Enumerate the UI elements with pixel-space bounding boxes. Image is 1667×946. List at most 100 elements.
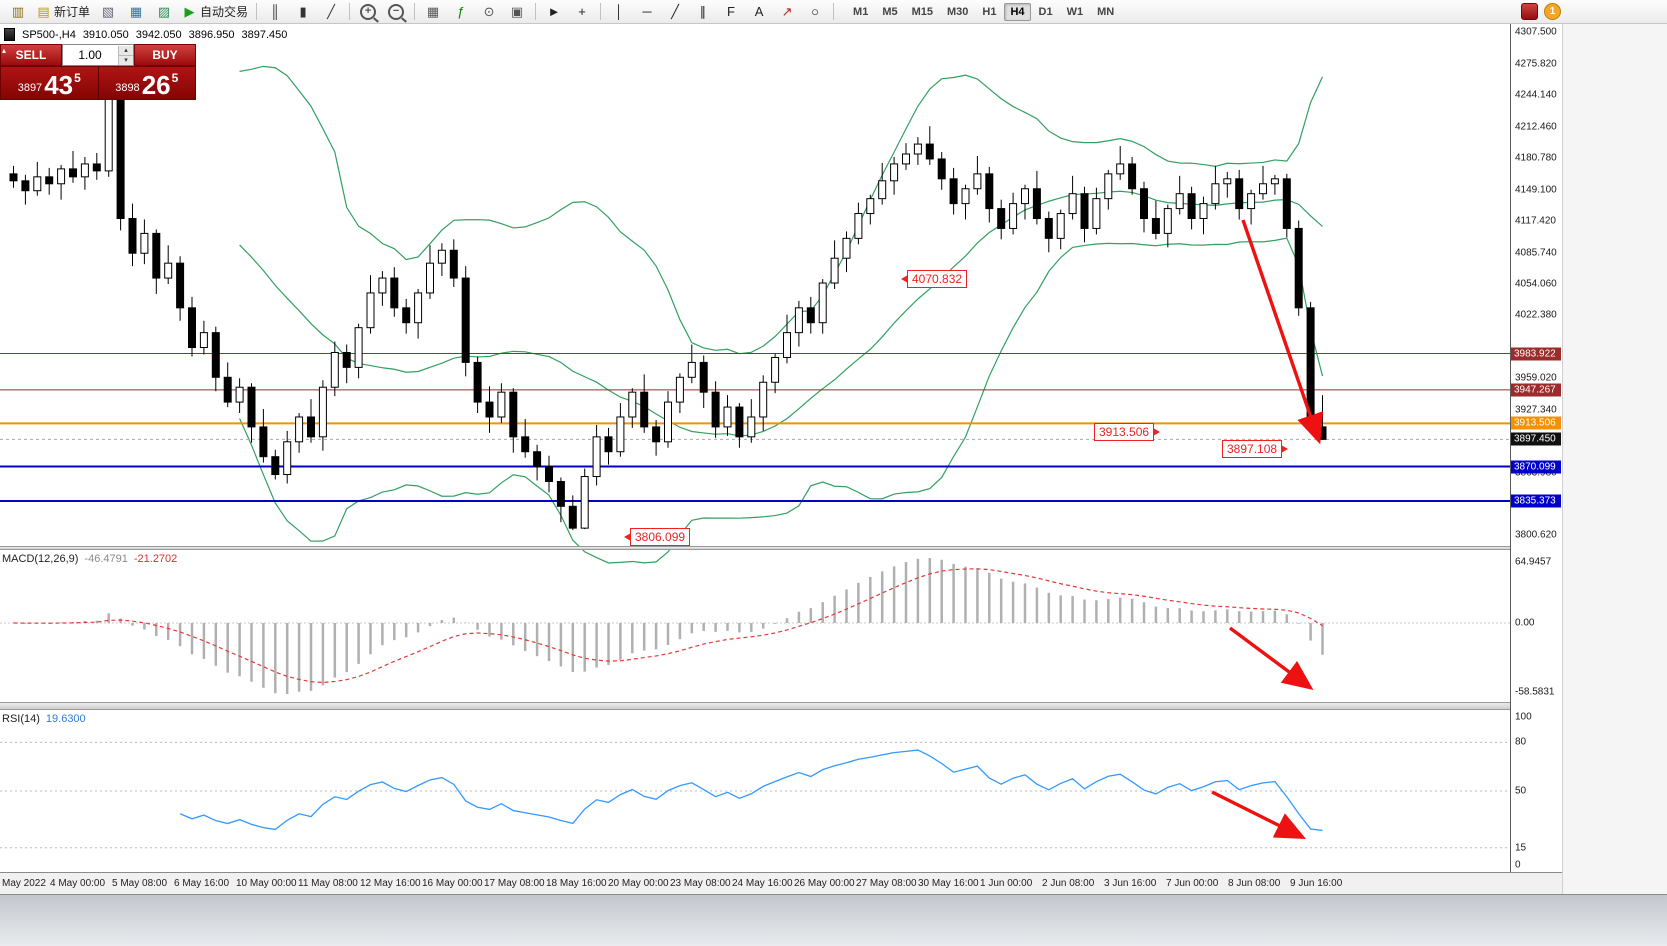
candle — [616, 416, 625, 453]
notification-badge[interactable]: 1 — [1544, 3, 1561, 20]
horizontal-line-button[interactable]: ─ — [633, 1, 661, 23]
sell-price-button[interactable]: 3897 43 5 — [1, 67, 98, 99]
candle — [545, 466, 553, 482]
timeframe-d1[interactable]: D1 — [1038, 5, 1053, 18]
periods-icon: ⊙ — [483, 4, 495, 19]
candle — [640, 391, 649, 428]
time-tick: 26 May 00:00 — [794, 878, 855, 889]
text-label-button[interactable]: A — [745, 1, 773, 23]
volume-increase-icon[interactable]: ▴ — [119, 45, 133, 56]
panel-separator-macd[interactable] — [0, 546, 1562, 550]
templates-button[interactable]: ▣ — [503, 1, 531, 23]
bollinger-middle-band[interactable] — [239, 190, 1323, 437]
candle — [378, 277, 387, 294]
candle — [1151, 218, 1160, 234]
tile-windows-button[interactable]: ▦ — [419, 1, 447, 23]
candle — [973, 173, 982, 190]
timeframe-mn[interactable]: MN — [1097, 5, 1115, 18]
candle — [1044, 218, 1053, 239]
shapes-button[interactable]: ○ — [801, 1, 829, 23]
symbol-name: SP500-,H4 — [22, 28, 76, 41]
autotrading-button[interactable]: ▶ 自动交易 — [178, 1, 252, 23]
sell-price-sup: 5 — [74, 71, 81, 85]
equidistant-channel-button[interactable]: ∥ — [689, 1, 717, 23]
line-chart-button[interactable]: ╱ — [317, 1, 345, 23]
timeframe-m15[interactable]: M15 — [911, 5, 933, 18]
price-tick: 4117.420 — [1515, 215, 1556, 227]
bollinger-upper-band[interactable] — [239, 65, 1324, 355]
data-window-button[interactable]: ▨ — [150, 1, 178, 23]
candle — [354, 327, 363, 368]
price-callout[interactable]: 3913.506 — [1094, 423, 1161, 441]
rsi-name: RSI(14) — [2, 713, 40, 725]
buy-price-button[interactable]: 3898 26 5 — [99, 67, 196, 99]
time-tick: 16 May 00:00 — [422, 878, 483, 889]
trend-arrow[interactable] — [1228, 626, 1314, 691]
price-callout[interactable]: 3897.108 — [1222, 440, 1289, 458]
sell-button[interactable]: SELL — [0, 44, 62, 66]
autotrading-play-icon: ▶ — [184, 4, 195, 19]
new-order-button-label: 新订单 — [54, 5, 91, 19]
candlestick-chart-icon: ▮ — [299, 4, 307, 19]
trendline-button[interactable]: ╱ — [661, 1, 689, 23]
cursor-button[interactable]: ► — [540, 1, 568, 23]
zoom-in-button[interactable]: + — [354, 1, 382, 23]
alert-icon[interactable] — [1521, 3, 1538, 20]
trend-arrow[interactable] — [1211, 790, 1307, 840]
volume-decrease-icon[interactable]: ▾ — [119, 55, 133, 65]
price-tick: 4022.380 — [1515, 309, 1557, 321]
chart-canvas[interactable] — [0, 24, 1510, 872]
price-callout[interactable]: 4070.832 — [900, 270, 968, 288]
time-axis[interactable]: May 2022 4 May 00:00 5 May 08:00 6 May 16:0… — [0, 872, 1562, 894]
candle — [1175, 193, 1184, 210]
candle — [1009, 203, 1018, 229]
macd-main-value: -46.4791 — [84, 553, 128, 565]
zoom-out-button[interactable]: − — [382, 1, 410, 23]
timeframe-m1[interactable]: M1 — [853, 5, 869, 18]
vertical-line-button[interactable]: │ — [605, 1, 633, 23]
price-axis[interactable]: 4307.500 4275.820 4244.140 4212.460 4180.780… — [1510, 24, 1562, 872]
volume-input[interactable] — [63, 47, 117, 63]
arrows-button[interactable]: ↗ — [773, 1, 801, 23]
timeframe-w1[interactable]: W1 — [1066, 5, 1084, 18]
new-order-button[interactable]: ▤ 新订单 — [32, 1, 94, 23]
timeframe-m30[interactable]: M30 — [947, 5, 969, 18]
timeframe-h1[interactable]: H1 — [982, 5, 997, 18]
candle — [1199, 203, 1208, 220]
candle — [473, 361, 482, 403]
macd-signal-value: -21.2702 — [133, 553, 178, 565]
candle — [1021, 188, 1029, 205]
bar-chart-button[interactable]: ║ — [261, 1, 289, 23]
price-badge: 3983.922 — [1511, 347, 1561, 361]
candle — [1259, 183, 1267, 195]
price-badge: 3947.267 — [1511, 383, 1561, 397]
candle — [497, 391, 506, 418]
time-tick: 24 May 16:00 — [732, 878, 793, 889]
macd-axis-label: 64.9457 — [1515, 556, 1552, 568]
fibonacci-button[interactable]: F — [717, 1, 745, 23]
periods-button[interactable]: ⊙ — [475, 1, 503, 23]
time-tick: 2 Jun 08:00 — [1042, 878, 1095, 889]
buy-button[interactable]: BUY — [134, 44, 196, 66]
status-area — [0, 894, 1667, 946]
trade-panel-divider — [97, 67, 99, 99]
timeframe-m5[interactable]: M5 — [882, 5, 898, 18]
crosshair-button[interactable]: + — [568, 1, 596, 23]
trend-arrow[interactable] — [1241, 219, 1324, 445]
chart-profiles-button[interactable]: ▧ — [94, 1, 122, 23]
price-tick: 3959.020 — [1515, 372, 1557, 384]
indicators-button[interactable]: ƒ — [447, 1, 475, 23]
price-tick: 3800.620 — [1515, 529, 1557, 541]
timeframe-h4[interactable]: H4 — [1004, 2, 1031, 21]
panel-separator-rsi[interactable] — [0, 702, 1562, 710]
candle — [176, 262, 185, 309]
rsi-axis-label: 50 — [1515, 785, 1527, 797]
market-watch-button[interactable]: ▦ — [122, 1, 150, 23]
candlestick-chart-button[interactable]: ▮ — [289, 1, 317, 23]
trade-panel-collapse-icon[interactable]: ▴ — [2, 46, 7, 55]
volume-stepper[interactable]: ▴ ▾ — [62, 44, 134, 66]
bollinger-lower-band[interactable] — [239, 237, 1324, 564]
new-chart-button[interactable]: ▥ — [4, 1, 32, 23]
price-callout[interactable]: 3806.099 — [623, 528, 691, 546]
bar-low: 3896.950 — [188, 28, 235, 41]
